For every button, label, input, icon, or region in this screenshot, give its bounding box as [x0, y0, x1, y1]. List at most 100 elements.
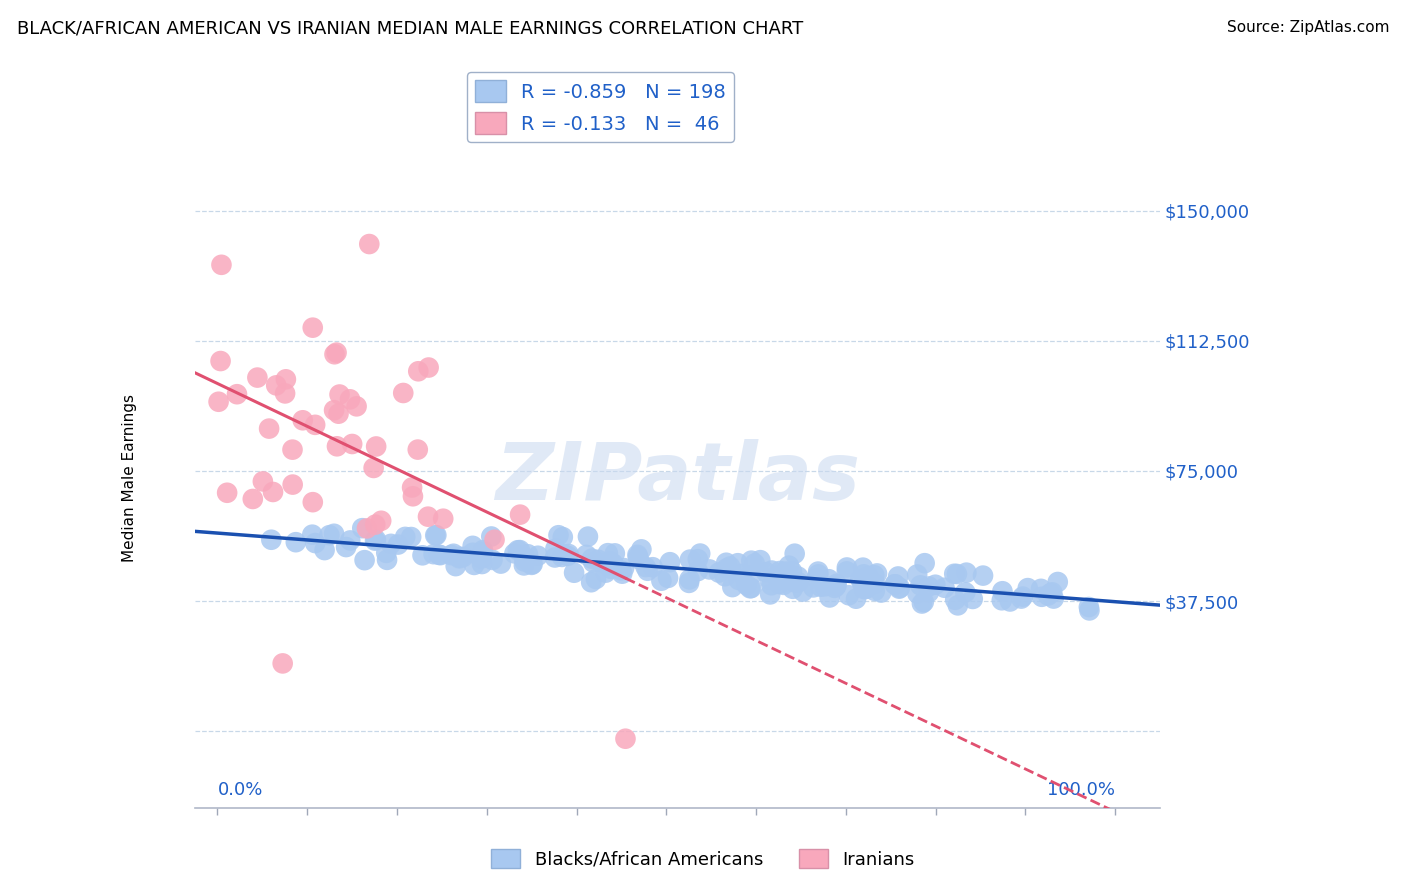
Point [889, 581, 911, 595]
Point [291, 413, 314, 427]
Point [301, 495, 323, 509]
Point [335, 540, 357, 554]
Point [744, 557, 766, 571]
Point [314, 543, 336, 558]
Point [326, 439, 349, 453]
Point [740, 554, 762, 568]
Point [586, 553, 609, 567]
Point [678, 573, 700, 587]
Point [503, 546, 526, 560]
Point [807, 567, 830, 582]
Point [489, 557, 512, 571]
Point [471, 551, 494, 566]
Point [356, 521, 378, 535]
Point [432, 512, 454, 526]
Point [1036, 589, 1059, 603]
Point [755, 565, 778, 579]
Point [787, 575, 810, 590]
Point [699, 562, 721, 576]
Point [257, 421, 280, 435]
Point [772, 578, 794, 592]
Point [863, 576, 886, 591]
Point [946, 599, 969, 613]
Point [387, 537, 409, 551]
Text: ZIPatlas: ZIPatlas [495, 439, 860, 516]
Legend: Blacks/African Americans, Iranians: Blacks/African Americans, Iranians [484, 841, 922, 876]
Point [274, 372, 297, 386]
Point [471, 557, 494, 571]
Point [758, 572, 780, 586]
Point [359, 237, 381, 252]
Point [328, 387, 350, 401]
Point [323, 347, 346, 361]
Point [323, 403, 346, 417]
Point [363, 461, 385, 475]
Point [801, 581, 824, 595]
Point [579, 575, 602, 590]
Point [863, 568, 886, 582]
Point [429, 548, 451, 562]
Point [353, 553, 375, 567]
Point [416, 509, 439, 524]
Point [678, 575, 700, 590]
Point [304, 417, 326, 432]
Point [281, 442, 304, 457]
Point [630, 542, 652, 557]
Point [905, 586, 928, 600]
Point [806, 571, 828, 585]
Point [209, 354, 232, 368]
Text: 0.0%: 0.0% [218, 780, 263, 799]
Point [782, 582, 804, 596]
Point [943, 566, 966, 581]
Point [991, 584, 1014, 599]
Point [627, 549, 650, 564]
Point [972, 568, 994, 582]
Point [716, 561, 738, 575]
Point [551, 549, 574, 564]
Point [911, 597, 934, 611]
Point [408, 364, 430, 378]
Point [301, 527, 323, 541]
Point [399, 530, 422, 544]
Point [443, 547, 465, 561]
Point [838, 588, 860, 602]
Point [768, 573, 790, 587]
Point [849, 572, 872, 586]
Point [484, 533, 506, 547]
Point [412, 549, 434, 563]
Point [946, 566, 969, 581]
Point [1011, 590, 1033, 604]
Point [866, 566, 889, 581]
Point [679, 552, 702, 566]
Point [792, 584, 814, 599]
Point [401, 481, 423, 495]
Point [962, 591, 984, 606]
Point [562, 566, 585, 580]
Point [718, 559, 741, 574]
Point [887, 569, 910, 583]
Point [449, 551, 471, 566]
Point [260, 533, 283, 547]
Point [425, 528, 447, 542]
Point [252, 475, 274, 489]
Point [602, 557, 624, 571]
Point [375, 546, 398, 560]
Point [910, 578, 932, 592]
Point [641, 560, 664, 574]
Point [211, 258, 233, 272]
Point [461, 546, 484, 560]
Point [918, 585, 941, 599]
Point [585, 572, 607, 586]
Point [825, 579, 848, 593]
Point [735, 578, 758, 592]
Point [1029, 582, 1052, 596]
Point [422, 547, 444, 561]
Point [217, 485, 239, 500]
Point [582, 556, 605, 570]
Point [759, 587, 782, 601]
Point [612, 566, 634, 581]
Point [749, 553, 772, 567]
Point [346, 400, 368, 414]
Point [787, 570, 810, 584]
Point [714, 569, 737, 583]
